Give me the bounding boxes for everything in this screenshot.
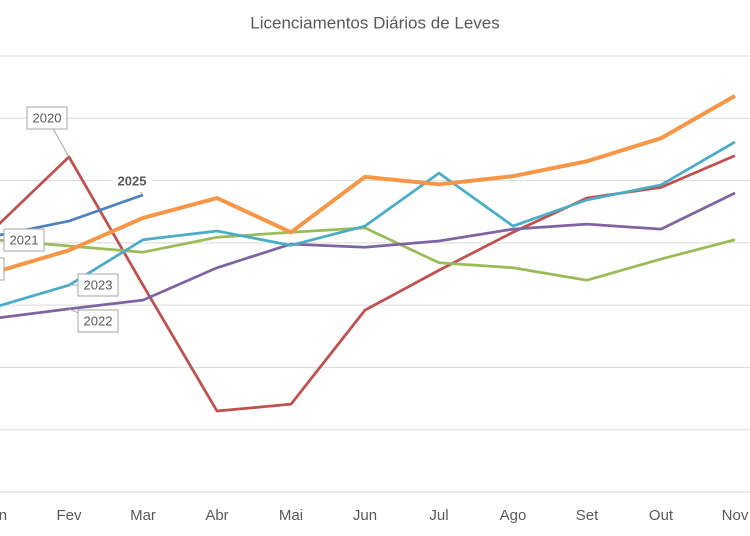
x-tick-label: Set xyxy=(576,507,599,524)
series-label: 2023 xyxy=(84,277,113,292)
callout-box xyxy=(3,228,45,252)
series-label: 2021 xyxy=(10,232,39,247)
series-label: 2022 xyxy=(84,313,113,328)
callout-box xyxy=(26,106,68,130)
x-tick-label: Nov xyxy=(722,507,749,524)
x-tick-label: Abr xyxy=(205,507,228,524)
x-tick-label: Mar xyxy=(130,507,156,524)
callout-box xyxy=(112,170,152,192)
callout-box xyxy=(77,309,119,333)
x-tick-label: Out xyxy=(649,507,674,524)
callout-box xyxy=(77,273,119,297)
series-line xyxy=(0,226,736,282)
x-tick-label: Ago xyxy=(500,507,527,524)
series-line xyxy=(0,140,736,307)
callout-box xyxy=(0,257,5,281)
x-tick-label: Mai xyxy=(279,507,303,524)
chart-title: Licenciamentos Diários de Leves xyxy=(250,13,499,32)
x-tick-label: Jul xyxy=(429,507,448,524)
x-tick-label: Fev xyxy=(56,507,82,524)
x-tick-label: Jun xyxy=(353,507,377,524)
series-line xyxy=(0,191,736,319)
series-line xyxy=(0,94,736,273)
series-label: 2025 xyxy=(118,173,147,188)
series-label: 2020 xyxy=(33,110,62,125)
x-tick-label: Jan xyxy=(0,507,7,524)
